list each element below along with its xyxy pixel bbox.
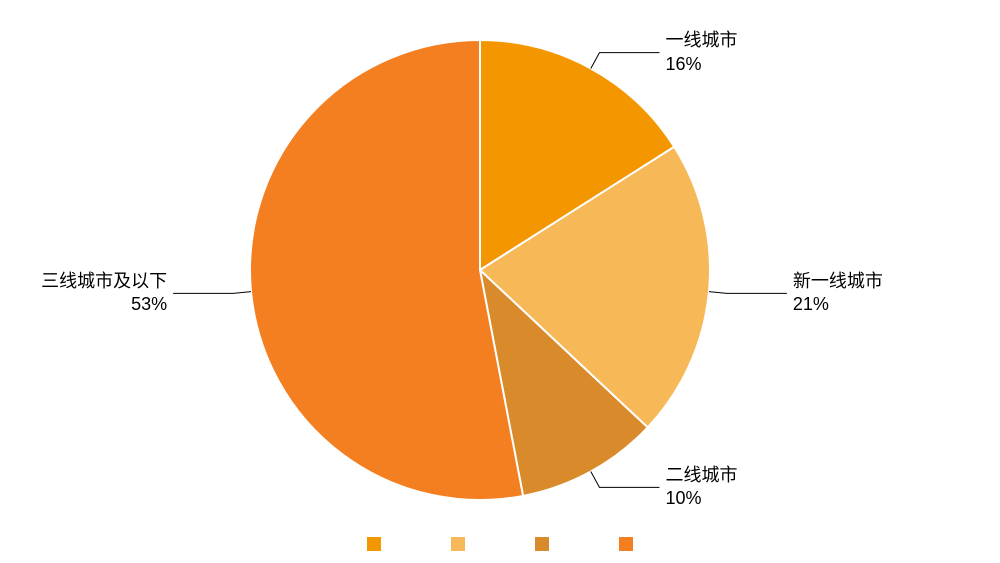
legend-swatch xyxy=(367,537,381,551)
legend-swatch xyxy=(451,537,465,551)
legend-item xyxy=(367,537,381,551)
legend-swatch xyxy=(619,537,633,551)
leader-line xyxy=(173,292,251,294)
legend-item xyxy=(451,537,465,551)
slice-label-name: 二线城市 xyxy=(665,464,737,487)
slice-label-name: 一线城市 xyxy=(665,29,737,52)
leader-line xyxy=(591,53,660,69)
leader-line xyxy=(709,292,787,294)
slice-label-pct: 21% xyxy=(793,293,883,316)
slice-label-name: 三线城市及以下 xyxy=(41,270,167,293)
slice-label: 一线城市16% xyxy=(665,29,737,76)
slice-label-pct: 16% xyxy=(665,53,737,76)
legend-swatch xyxy=(535,537,549,551)
leader-line xyxy=(591,472,660,488)
legend-item xyxy=(619,537,633,551)
legend-item xyxy=(535,537,549,551)
slice-label-name: 新一线城市 xyxy=(793,270,883,293)
slice-label: 三线城市及以下53% xyxy=(41,270,167,317)
slice-label: 二线城市10% xyxy=(665,464,737,511)
legend xyxy=(0,537,1000,551)
slice-label-pct: 10% xyxy=(665,487,737,510)
slice-label: 新一线城市21% xyxy=(793,270,883,317)
slice-label-pct: 53% xyxy=(41,293,167,316)
pie-chart-container: 一线城市16% 新一线城市21% 二线城市10% 三线城市及以下53% xyxy=(0,0,1000,563)
